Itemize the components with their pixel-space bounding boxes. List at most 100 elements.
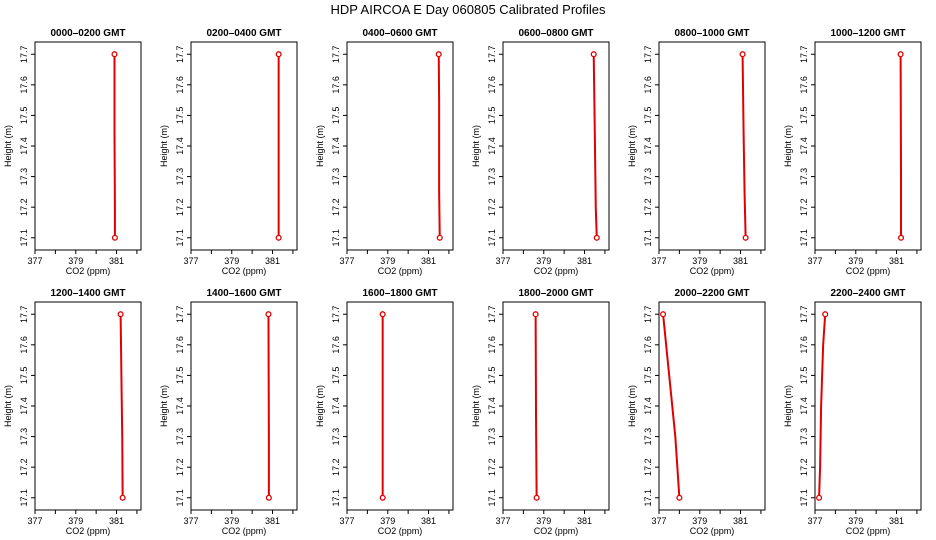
y-axis-label: Height (m) xyxy=(3,385,13,427)
x-axis-label: CO2 (ppm) xyxy=(222,266,267,276)
y-tick-label: 17.7 xyxy=(175,45,185,63)
y-tick-label: 17.6 xyxy=(799,336,809,354)
x-axis-label: CO2 (ppm) xyxy=(378,266,423,276)
y-axis-label: Height (m) xyxy=(315,385,325,427)
y-tick-label: 17.1 xyxy=(175,229,185,247)
x-tick-label: 379 xyxy=(848,516,863,526)
endpoint-marker xyxy=(436,234,443,241)
panel-title: 0200–0400 GMT xyxy=(206,28,281,39)
x-tick-label: 379 xyxy=(380,256,395,266)
x-tick-label: 377 xyxy=(339,256,354,266)
endpoint-marker xyxy=(275,234,282,241)
x-tick-label: 381 xyxy=(265,256,280,266)
x-tick-label: 379 xyxy=(536,516,551,526)
y-tick-label: 17.6 xyxy=(487,76,497,94)
x-axis-label: CO2 (ppm) xyxy=(222,526,267,536)
profile-line xyxy=(662,314,681,498)
endpoint-marker xyxy=(816,494,823,501)
y-tick-label: 17.4 xyxy=(175,137,185,155)
x-tick-label: 379 xyxy=(692,516,707,526)
x-tick-label: 377 xyxy=(183,256,198,266)
x-tick-label: 379 xyxy=(848,256,863,266)
y-tick-label: 17.7 xyxy=(799,45,809,63)
y-tick-label: 17.5 xyxy=(19,107,29,125)
endpoint-marker xyxy=(117,311,124,318)
plot-frame xyxy=(190,301,298,511)
y-tick-label: 17.3 xyxy=(175,168,185,186)
profile-line xyxy=(592,54,598,238)
y-tick-label: 17.4 xyxy=(19,137,29,155)
x-tick-label: 379 xyxy=(380,516,395,526)
y-tick-label: 17.3 xyxy=(331,428,341,446)
x-axis-label: CO2 (ppm) xyxy=(66,266,111,276)
y-tick-label: 17.6 xyxy=(331,336,341,354)
y-tick-label: 17.1 xyxy=(487,489,497,507)
x-tick-label: 381 xyxy=(889,516,904,526)
y-axis-label: Height (m) xyxy=(783,385,793,427)
y-axis-label: Height (m) xyxy=(471,385,481,427)
plot-frame xyxy=(34,41,142,251)
x-tick-label: 377 xyxy=(807,516,822,526)
plot-frame xyxy=(346,301,454,511)
y-tick-label: 17.5 xyxy=(487,107,497,125)
x-tick-label: 381 xyxy=(421,256,436,266)
y-tick-label: 17.1 xyxy=(331,489,341,507)
y-tick-label: 17.6 xyxy=(331,76,341,94)
y-tick-label: 17.2 xyxy=(19,458,29,476)
y-tick-label: 17.3 xyxy=(799,168,809,186)
y-tick-label: 17.6 xyxy=(175,76,185,94)
endpoint-marker xyxy=(265,311,272,318)
y-tick-label: 17.7 xyxy=(799,305,809,323)
y-tick-label: 17.2 xyxy=(799,198,809,216)
y-tick-label: 17.5 xyxy=(175,367,185,385)
y-tick-label: 17.5 xyxy=(643,107,653,125)
x-tick-label: 379 xyxy=(68,256,83,266)
endpoint-marker xyxy=(111,234,118,241)
x-tick-label: 381 xyxy=(889,256,904,266)
y-tick-label: 17.7 xyxy=(643,305,653,323)
plot-frame xyxy=(658,301,766,511)
endpoint-marker xyxy=(532,311,539,318)
y-tick-label: 17.7 xyxy=(19,45,29,63)
y-tick-label: 17.6 xyxy=(643,336,653,354)
panel-title: 1000–1200 GMT xyxy=(830,28,905,39)
y-tick-label: 17.2 xyxy=(643,198,653,216)
y-tick-label: 17.7 xyxy=(487,305,497,323)
x-tick-label: 379 xyxy=(224,516,239,526)
y-axis-label: Height (m) xyxy=(783,125,793,167)
endpoint-marker xyxy=(379,311,386,318)
x-tick-label: 381 xyxy=(109,256,124,266)
y-tick-label: 17.2 xyxy=(331,458,341,476)
x-tick-label: 377 xyxy=(495,516,510,526)
y-axis-label: Height (m) xyxy=(627,385,637,427)
y-tick-label: 17.5 xyxy=(331,367,341,385)
y-tick-label: 17.4 xyxy=(175,397,185,415)
y-axis-label: Height (m) xyxy=(3,125,13,167)
y-tick-label: 17.4 xyxy=(331,397,341,415)
endpoint-marker xyxy=(897,234,905,241)
y-tick-label: 17.3 xyxy=(19,168,29,186)
endpoint-marker xyxy=(660,311,667,318)
endpoint-marker xyxy=(739,51,746,58)
y-tick-label: 17.6 xyxy=(19,336,29,354)
y-tick-label: 17.2 xyxy=(487,458,497,476)
y-tick-label: 17.4 xyxy=(331,137,341,155)
endpoint-marker xyxy=(379,494,386,501)
x-tick-label: 377 xyxy=(27,256,42,266)
x-tick-label: 381 xyxy=(421,516,436,526)
x-axis-label: CO2 (ppm) xyxy=(690,266,735,276)
y-tick-label: 17.5 xyxy=(175,107,185,125)
y-tick-label: 17.4 xyxy=(643,397,653,415)
y-tick-label: 17.5 xyxy=(331,107,341,125)
x-tick-label: 381 xyxy=(577,256,592,266)
y-tick-label: 17.2 xyxy=(487,198,497,216)
plot-frame xyxy=(814,41,922,251)
x-axis-label: CO2 (ppm) xyxy=(66,526,111,536)
panel-title: 2200–2400 GMT xyxy=(830,288,905,299)
